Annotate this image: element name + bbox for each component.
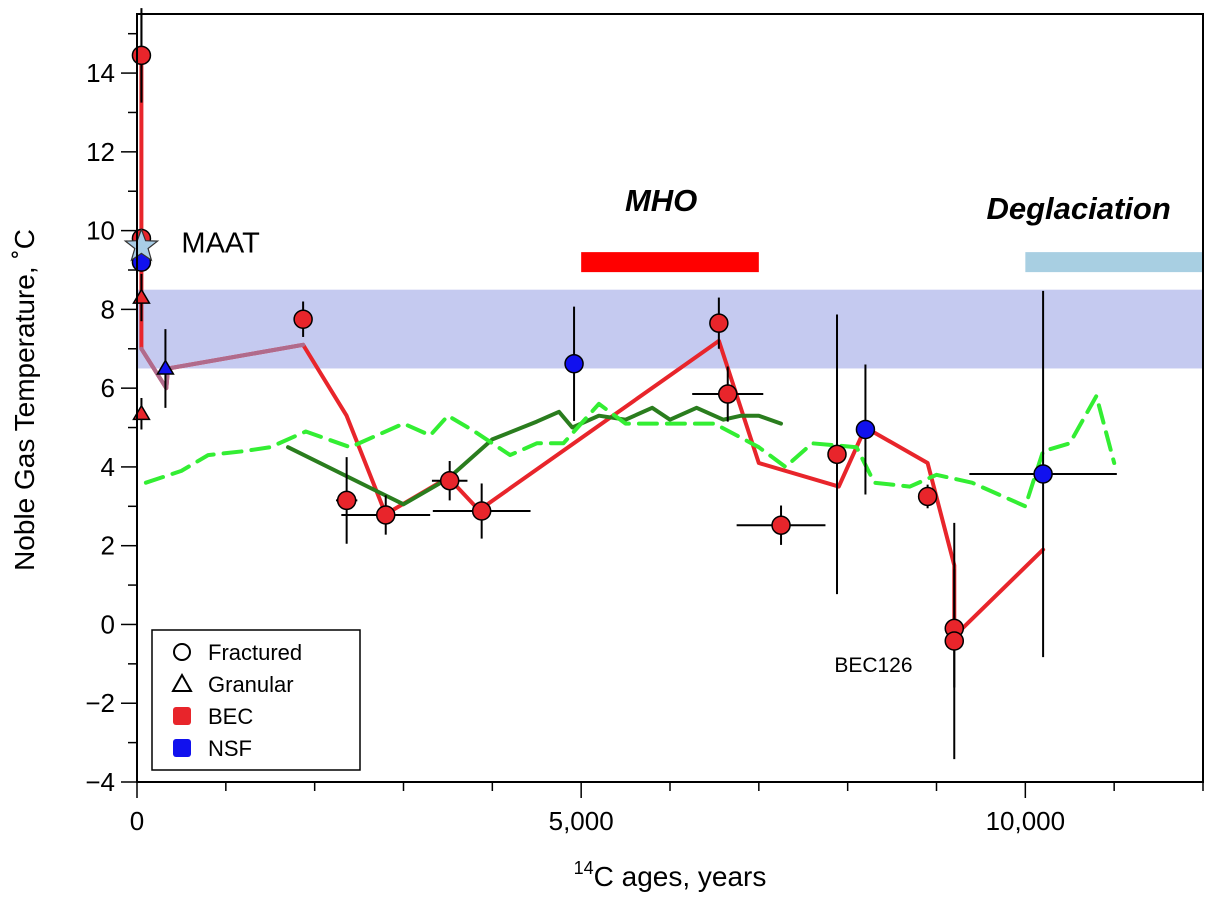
data-points-layer (123, 45, 1053, 651)
period-bar-mho (581, 252, 759, 273)
maat-star (123, 227, 160, 262)
period-label-deglaciation: Deglaciation (986, 191, 1170, 226)
y-tick-label-12: 12 (86, 137, 115, 167)
x-tick-label-10000: 10,000 (986, 806, 1066, 836)
period-label-mho: MHO (625, 183, 697, 218)
y-tick-label-0: 0 (101, 609, 115, 639)
point-nsf-15 (855, 419, 876, 440)
y-tick-label-4: 4 (101, 452, 115, 482)
point-triangle-bec-19 (132, 404, 151, 421)
y-tick-label--2: −2 (85, 688, 115, 718)
x-axis-label-superscript: 14 (574, 858, 594, 878)
y-axis-label: Noble Gas Temperature, ˚C (9, 229, 40, 571)
point-bec-1 (293, 309, 313, 329)
legend-label-granular: Granular (208, 672, 294, 697)
period-bars-layer (581, 252, 1203, 273)
point-bec-7 (717, 384, 738, 404)
y-tick-label--4: −4 (85, 767, 115, 797)
annotation-bec126: BEC126 (834, 654, 912, 677)
legend: Fractured Granular BEC NSF (151, 629, 361, 771)
point-nsf-16 (1033, 464, 1053, 484)
point-bec-3 (375, 505, 396, 525)
point-bec-9 (827, 444, 847, 465)
point-bec-4 (439, 470, 460, 491)
series-line-green-solid (286, 405, 783, 507)
series-line-green-dashed (143, 394, 1117, 509)
legend-marker-bec (173, 707, 191, 725)
point-bec-2 (336, 490, 357, 511)
x-axis-label-text: C ages, years (594, 861, 767, 892)
point-bec-6 (709, 313, 729, 333)
temperature-band-layer (137, 289, 1203, 369)
axes-layer: 0 5,000 10,000 −4 −2 0 2 4 6 8 10 12 14 (85, 32, 1204, 836)
point-nsf-14 (564, 353, 584, 374)
legend-marker-granular (171, 672, 193, 692)
period-bar-deglaciation (1025, 252, 1203, 273)
point-bec-0 (131, 45, 152, 66)
legend-label-bec: BEC (208, 704, 253, 729)
y-tick-label-8: 8 (101, 294, 115, 324)
point-triangle-nsf-20 (156, 358, 175, 375)
point-bec-8 (771, 515, 791, 535)
annotation-maat: MAAT (181, 227, 260, 259)
legend-marker-nsf (173, 739, 191, 757)
y-tick-label-6: 6 (101, 373, 115, 403)
legend-marker-fractured (173, 643, 191, 661)
point-bec-10 (917, 486, 938, 507)
legend-label-fractured: Fractured (208, 640, 302, 665)
x-tick-label-5000: 5,000 (549, 806, 614, 836)
x-tick-label-0: 0 (130, 806, 144, 836)
point-bec-5 (471, 501, 492, 521)
point-bec-12 (944, 631, 965, 651)
y-tick-label-2: 2 (101, 531, 115, 561)
legend-label-nsf: NSF (208, 736, 252, 761)
temperature-band (137, 289, 1203, 369)
annotations-layer: MHO Deglaciation MAAT BEC126 (181, 183, 1170, 677)
y-tick-label-14: 14 (86, 58, 115, 88)
y-tick-label-10: 10 (86, 216, 115, 246)
x-axis-label: 14C ages, years (574, 858, 767, 892)
series-line-pink-segment (139, 342, 306, 391)
